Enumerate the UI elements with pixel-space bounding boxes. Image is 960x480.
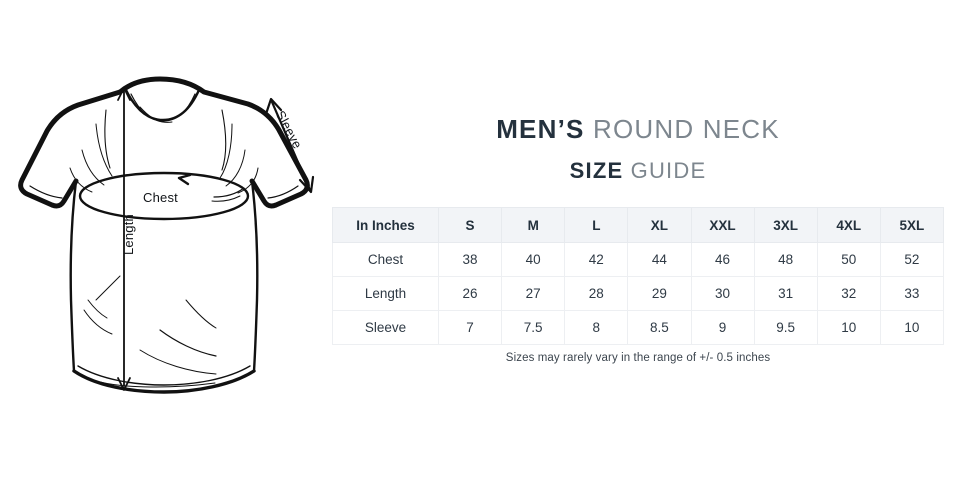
size-guide-panel: MEN’S ROUND NECK SIZE GUIDE In Inches S … — [332, 0, 960, 480]
cell-sleeve-5xl: 10 — [879, 310, 945, 345]
title-guide-word: GUIDE — [630, 158, 707, 183]
size-chart-body: Chest 38 40 42 44 46 48 50 52 Length 26 … — [332, 242, 945, 345]
chest-measurement-label: Chest — [143, 190, 178, 205]
title-brand-word: MEN’S — [496, 114, 585, 144]
row-label-chest: Chest — [332, 242, 439, 277]
title-size-word: SIZE — [569, 158, 624, 183]
cell-sleeve-s: 7 — [437, 310, 503, 345]
size-header-l: L — [564, 207, 629, 243]
cell-length-xxl: 30 — [690, 276, 755, 311]
unit-header-cell: In Inches — [332, 207, 439, 243]
table-header-row: In Inches S M L XL XXL 3XL 4XL 5XL — [332, 207, 945, 243]
cell-sleeve-l: 8 — [564, 310, 629, 345]
cell-chest-xl: 44 — [627, 242, 692, 277]
tshirt-illustration-panel: Chest Length Sleeve — [0, 0, 340, 480]
cell-length-3xl: 31 — [753, 276, 818, 311]
tshirt-diagram — [18, 76, 315, 394]
size-header-xxl: XXL — [690, 207, 755, 243]
size-chart-header: In Inches S M L XL XXL 3XL 4XL 5XL — [332, 207, 945, 243]
cell-sleeve-m: 7.5 — [501, 310, 566, 345]
table-row: Chest 38 40 42 44 46 48 50 52 — [332, 242, 945, 277]
size-header-s: S — [437, 207, 503, 243]
cell-chest-5xl: 52 — [879, 242, 945, 277]
cell-chest-3xl: 48 — [753, 242, 818, 277]
cell-length-5xl: 33 — [879, 276, 945, 311]
cell-chest-4xl: 50 — [816, 242, 881, 277]
size-header-xl: XL — [627, 207, 692, 243]
cell-chest-s: 38 — [437, 242, 503, 277]
cell-length-xl: 29 — [627, 276, 692, 311]
size-header-4xl: 4XL — [816, 207, 881, 243]
row-label-length: Length — [332, 276, 439, 311]
title-line-secondary: SIZE GUIDE — [332, 156, 944, 186]
cell-length-m: 27 — [501, 276, 566, 311]
cell-sleeve-xl: 8.5 — [627, 310, 692, 345]
title-line-primary: MEN’S ROUND NECK — [332, 112, 944, 146]
row-label-sleeve: Sleeve — [332, 310, 439, 345]
page-title: MEN’S ROUND NECK SIZE GUIDE — [332, 112, 944, 186]
cell-length-s: 26 — [437, 276, 503, 311]
cell-chest-xxl: 46 — [690, 242, 755, 277]
size-chart-table: In Inches S M L XL XXL 3XL 4XL 5XL Chest… — [332, 207, 945, 345]
table-row: Length 26 27 28 29 30 31 32 33 — [332, 276, 945, 311]
size-header-m: M — [501, 207, 566, 243]
cell-chest-m: 40 — [501, 242, 566, 277]
table-row: Sleeve 7 7.5 8 8.5 9 9.5 10 10 — [332, 310, 945, 345]
cell-chest-l: 42 — [564, 242, 629, 277]
size-header-5xl: 5XL — [879, 207, 945, 243]
size-header-3xl: 3XL — [753, 207, 818, 243]
cell-sleeve-4xl: 10 — [816, 310, 881, 345]
cell-sleeve-3xl: 9.5 — [753, 310, 818, 345]
length-measurement-label: Length — [121, 214, 136, 255]
cell-sleeve-xxl: 9 — [690, 310, 755, 345]
title-product-word: ROUND NECK — [592, 114, 780, 144]
size-variance-note: Sizes may rarely vary in the range of +/… — [505, 352, 771, 364]
cell-length-l: 28 — [564, 276, 629, 311]
cell-length-4xl: 32 — [816, 276, 881, 311]
